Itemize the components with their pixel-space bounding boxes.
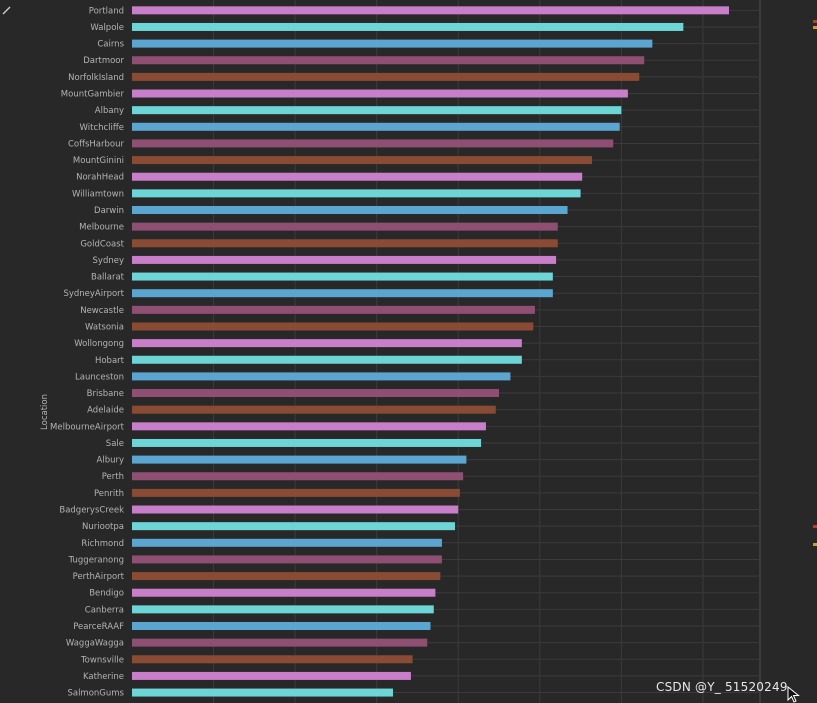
edge-marker bbox=[813, 543, 817, 546]
tick-labels: Portland Walpole Cairns Dartmoor NorfolkIsla… bbox=[50, 6, 125, 698]
tick-label-GoldCoast: GoldCoast bbox=[80, 239, 124, 249]
watermark-text: CSDN @Y_ 51520249 bbox=[656, 680, 788, 694]
bar-Canberra bbox=[132, 605, 434, 614]
tick-label-Walpole: Walpole bbox=[90, 23, 124, 33]
bar-Melbourne bbox=[132, 222, 558, 231]
bar-Bendigo bbox=[132, 588, 436, 597]
tick-label-Cairns: Cairns bbox=[97, 40, 124, 50]
bar-Walpole bbox=[132, 22, 684, 31]
tick-label-Launceston: Launceston bbox=[75, 372, 124, 382]
bar-Hobart bbox=[132, 355, 522, 364]
bar-Katherine bbox=[132, 671, 411, 680]
bar-Sale bbox=[132, 438, 482, 447]
tick-label-Hobart: Hobart bbox=[95, 356, 125, 366]
bar-Portland bbox=[132, 6, 730, 15]
bar-Launceston bbox=[132, 372, 511, 381]
tick-label-Adelaide: Adelaide bbox=[87, 406, 124, 416]
tick-label-SydneyAirport: SydneyAirport bbox=[63, 289, 124, 299]
tick-label-Nuriootpa: Nuriootpa bbox=[82, 522, 124, 532]
bar-Richmond bbox=[132, 538, 442, 547]
tick-label-Canberra: Canberra bbox=[85, 605, 124, 615]
bar-Penrith bbox=[132, 488, 460, 497]
bar-Sydney bbox=[132, 255, 557, 264]
bar-Perth bbox=[132, 472, 464, 481]
tick-label-Dartmoor: Dartmoor bbox=[83, 56, 124, 66]
tick-label-Watsonia: Watsonia bbox=[85, 322, 124, 332]
bar-Witchcliffe bbox=[132, 122, 620, 131]
bar-MountGinini bbox=[132, 156, 592, 165]
tick-label-Darwin: Darwin bbox=[94, 206, 124, 216]
bar-Tuggeranong bbox=[132, 555, 442, 564]
bar-SalmonGums bbox=[132, 688, 393, 697]
tick-label-Newcastle: Newcastle bbox=[80, 306, 124, 316]
tick-label-MountGambier: MountGambier bbox=[61, 90, 125, 100]
tick-label-Penrith: Penrith bbox=[94, 489, 124, 499]
tick-label-CoffsHarbour: CoffsHarbour bbox=[68, 139, 124, 149]
tick-label-NorfolkIsland: NorfolkIsland bbox=[68, 73, 124, 83]
tick-label-Tuggeranong: Tuggeranong bbox=[68, 555, 124, 565]
bar-Albury bbox=[132, 455, 467, 464]
edge-marker bbox=[813, 26, 817, 29]
bar-PearceRAAF bbox=[132, 622, 431, 630]
bar-PerthAirport bbox=[132, 572, 441, 581]
tick-label-Townsville: Townsville bbox=[80, 655, 124, 665]
tick-label-Bendigo: Bendigo bbox=[89, 589, 124, 599]
bar-BadgerysCreek bbox=[132, 505, 459, 514]
tick-label-MountGinini: MountGinini bbox=[73, 156, 124, 166]
tick-label-MelbourneAirport: MelbourneAirport bbox=[50, 422, 125, 432]
bars bbox=[132, 6, 730, 697]
tick-label-Albury: Albury bbox=[97, 456, 124, 466]
bar-NorfolkIsland bbox=[132, 72, 640, 81]
bar-Nuriootpa bbox=[132, 522, 455, 531]
bar-Albany bbox=[132, 106, 622, 115]
bar-CoffsHarbour bbox=[132, 139, 614, 148]
tick-label-PearceRAAF: PearceRAAF bbox=[73, 622, 124, 632]
bar-Newcastle bbox=[132, 305, 535, 314]
tick-label-Katherine: Katherine bbox=[83, 672, 124, 682]
bar-Townsville bbox=[132, 655, 413, 664]
edge-marker bbox=[813, 20, 817, 23]
bar-MelbourneAirport bbox=[132, 422, 486, 431]
bar-MountGambier bbox=[132, 89, 628, 98]
tick-label-Wollongong: Wollongong bbox=[74, 339, 124, 349]
bar-NorahHead bbox=[132, 172, 583, 181]
grid-lines bbox=[132, 0, 761, 703]
tick-label-Sydney: Sydney bbox=[93, 256, 124, 266]
bar-Darwin bbox=[132, 206, 568, 214]
tick-label-BadgerysCreek: BadgerysCreek bbox=[59, 506, 124, 516]
tick-label-NorahHead: NorahHead bbox=[76, 173, 124, 183]
bar-SydneyAirport bbox=[132, 289, 553, 298]
tick-label-Sale: Sale bbox=[106, 439, 124, 449]
mouse-pointer-icon bbox=[787, 686, 800, 703]
y-axis-title: Location bbox=[40, 394, 50, 430]
bar-GoldCoast bbox=[132, 239, 558, 248]
tick-label-PerthAirport: PerthAirport bbox=[73, 572, 125, 582]
tick-label-SalmonGums: SalmonGums bbox=[67, 689, 124, 699]
tick-label-Perth: Perth bbox=[102, 472, 124, 482]
bar-WaggaWagga bbox=[132, 638, 428, 647]
bar-Ballarat bbox=[132, 272, 553, 281]
tick-label-Richmond: Richmond bbox=[81, 539, 124, 549]
tick-label-Portland: Portland bbox=[89, 6, 124, 16]
tick-label-Brisbane: Brisbane bbox=[87, 389, 124, 399]
bar-Watsonia bbox=[132, 322, 534, 331]
bar-Williamtown bbox=[132, 189, 581, 198]
tick-label-WaggaWagga: WaggaWagga bbox=[66, 639, 124, 649]
bar-Dartmoor bbox=[132, 56, 645, 65]
pencil-icon[interactable] bbox=[2, 5, 12, 15]
tick-label-Albany: Albany bbox=[95, 106, 124, 116]
bar-Adelaide bbox=[132, 405, 496, 414]
tick-label-Williamtown: Williamtown bbox=[72, 189, 124, 199]
tick-label-Witchcliffe: Witchcliffe bbox=[80, 123, 124, 133]
bar-Brisbane bbox=[132, 389, 500, 398]
bar-Cairns bbox=[132, 39, 653, 48]
edge-marker bbox=[813, 525, 817, 528]
tick-label-Ballarat: Ballarat bbox=[91, 273, 125, 283]
tick-label-Melbourne: Melbourne bbox=[79, 223, 124, 233]
bar-Wollongong bbox=[132, 339, 522, 348]
